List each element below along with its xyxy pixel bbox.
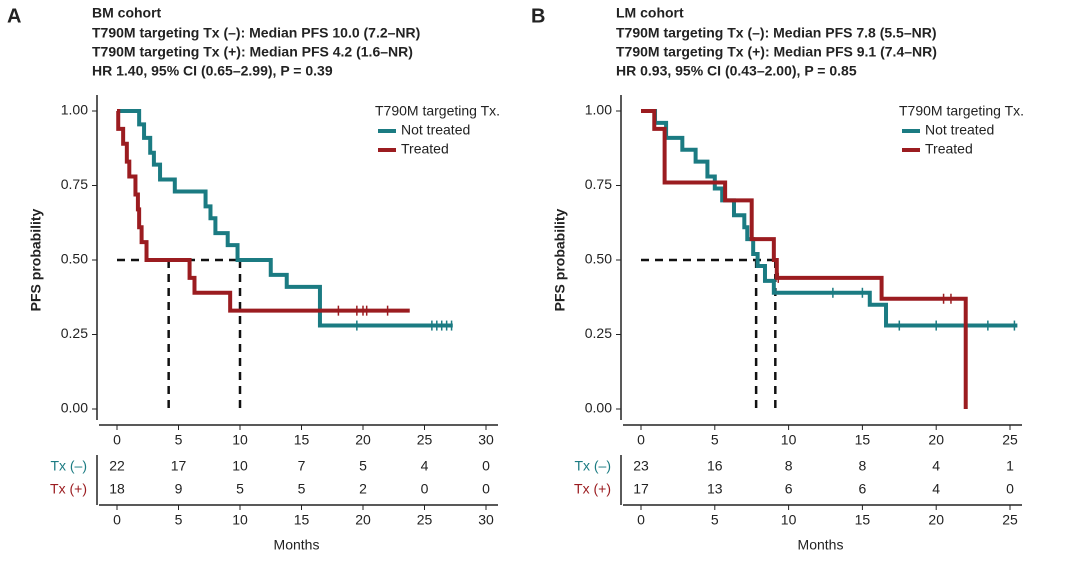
legend-label: Not treated (925, 122, 994, 138)
risk-count: 16 (707, 458, 723, 474)
y-tick-label: 0.00 (61, 400, 88, 416)
subtitle-line: T790M targeting Tx (+): Median PFS 9.1 (… (616, 44, 937, 60)
risk-x-tick-label: 30 (478, 512, 494, 528)
risk-x-tick-label: 15 (294, 512, 310, 528)
risk-x-tick-label: 20 (355, 512, 371, 528)
x-tick-label: 15 (855, 432, 871, 448)
risk-x-tick-label: 5 (175, 512, 183, 528)
legend-title: T790M targeting Tx. (899, 103, 1024, 119)
risk-count: 13 (707, 481, 723, 497)
legend-label: Treated (925, 141, 973, 157)
legend-label: Not treated (401, 122, 470, 138)
risk-count: 8 (785, 458, 793, 474)
x-tick-label: 25 (417, 432, 433, 448)
risk-count: 0 (421, 481, 429, 497)
risk-x-tick-label: 25 (417, 512, 433, 528)
y-axis-label: PFS probability (28, 208, 44, 311)
risk-row-label: Tx (+) (574, 481, 611, 497)
x-tick-label: 5 (175, 432, 183, 448)
y-tick-label: 0.75 (585, 176, 612, 192)
risk-count: 4 (932, 458, 940, 474)
x-tick-label: 30 (478, 432, 494, 448)
risk-count: 9 (175, 481, 183, 497)
x-axis-label: Months (798, 537, 844, 553)
risk-count: 7 (298, 458, 306, 474)
risk-row-label: Tx (–) (50, 458, 87, 474)
risk-x-tick-label: 15 (855, 512, 871, 528)
y-tick-label: 0.25 (585, 325, 612, 341)
risk-count: 6 (785, 481, 793, 497)
legend-title: T790M targeting Tx. (375, 103, 500, 119)
x-tick-label: 10 (781, 432, 797, 448)
risk-count: 5 (298, 481, 306, 497)
subtitle-line: HR 1.40, 95% CI (0.65–2.99), P = 0.39 (92, 63, 333, 79)
risk-count: 5 (236, 481, 244, 497)
panel-letter: A (7, 5, 21, 27)
risk-count: 8 (859, 458, 867, 474)
risk-row-label: Tx (–) (574, 458, 611, 474)
x-tick-label: 0 (113, 432, 121, 448)
y-tick-label: 0.75 (61, 176, 88, 192)
risk-row-label: Tx (+) (50, 481, 87, 497)
y-tick-label: 0.25 (61, 325, 88, 341)
risk-count: 6 (859, 481, 867, 497)
risk-count: 10 (232, 458, 248, 474)
survival-curve (117, 109, 453, 328)
subtitle-line: T790M targeting Tx (–): Median PFS 7.8 (… (616, 25, 937, 41)
y-tick-label: 0.50 (61, 251, 88, 267)
y-tick-label: 0.50 (585, 251, 612, 267)
x-tick-label: 10 (232, 432, 248, 448)
y-tick-label: 0.00 (585, 400, 612, 416)
risk-x-tick-label: 10 (232, 512, 248, 528)
subtitle-line: T790M targeting Tx (+): Median PFS 4.2 (… (92, 44, 413, 60)
chart-title: BM cohort (92, 5, 162, 21)
x-tick-label: 0 (637, 432, 645, 448)
risk-count: 22 (109, 458, 125, 474)
x-tick-label: 5 (711, 432, 719, 448)
survival-curve (116, 109, 410, 313)
risk-x-tick-label: 10 (781, 512, 797, 528)
x-tick-label: 25 (1002, 432, 1018, 448)
subtitle-line: HR 0.93, 95% CI (0.43–2.00), P = 0.85 (616, 63, 857, 79)
risk-count: 17 (633, 481, 649, 497)
chart-title: LM cohort (616, 5, 684, 21)
risk-count: 4 (421, 458, 429, 474)
risk-count: 5 (359, 458, 367, 474)
risk-count: 0 (482, 458, 490, 474)
risk-count: 1 (1006, 458, 1014, 474)
survival-curve (641, 109, 968, 409)
risk-count: 0 (1006, 481, 1014, 497)
legend-label: Treated (401, 141, 449, 157)
risk-x-tick-label: 20 (928, 512, 944, 528)
risk-count: 4 (932, 481, 940, 497)
risk-count: 23 (633, 458, 649, 474)
risk-count: 17 (171, 458, 187, 474)
x-tick-label: 15 (294, 432, 310, 448)
x-axis-label: Months (274, 537, 320, 553)
y-tick-label: 1.00 (61, 102, 88, 118)
risk-x-tick-label: 25 (1002, 512, 1018, 528)
x-tick-label: 20 (928, 432, 944, 448)
risk-x-tick-label: 0 (113, 512, 121, 528)
panel-letter: B (531, 5, 545, 27)
survival-curve (641, 109, 1018, 328)
risk-x-tick-label: 5 (711, 512, 719, 528)
risk-count: 18 (109, 481, 125, 497)
risk-count: 0 (482, 481, 490, 497)
x-tick-label: 20 (355, 432, 371, 448)
y-axis-label: PFS probability (552, 208, 568, 311)
subtitle-line: T790M targeting Tx (–): Median PFS 10.0 … (92, 25, 420, 41)
risk-count: 2 (359, 481, 367, 497)
risk-x-tick-label: 0 (637, 512, 645, 528)
y-tick-label: 1.00 (585, 102, 612, 118)
